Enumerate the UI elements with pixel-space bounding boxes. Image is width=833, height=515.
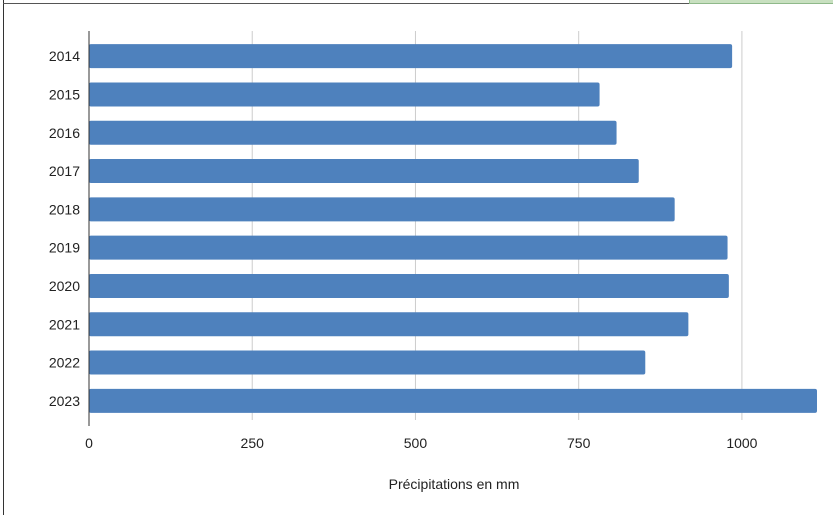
bar-2020 [89,273,729,298]
bar-2019 [89,235,728,260]
bar-2018 [89,197,675,222]
y-tick-label-2017: 2017 [49,163,80,179]
y-tick-label-2021: 2021 [49,316,80,332]
x-tick-label-750: 750 [567,435,591,451]
bars [89,44,817,413]
bar-2016 [89,120,617,145]
x-tick-label-0: 0 [85,435,93,451]
bar-2017 [89,159,639,184]
bar-2022 [89,350,646,375]
y-tick-label-2016: 2016 [49,125,80,141]
y-tick-label-2020: 2020 [49,278,80,294]
bar-2021 [89,312,689,337]
bar-2015 [89,82,600,107]
y-tick-label-2023: 2023 [49,393,80,409]
bar-2023 [89,388,817,413]
y-tick-label-2015: 2015 [49,86,80,102]
x-axis-title: Précipitations en mm [389,476,520,492]
tick-labels: 0 250 500 750 1000 2014 2015 2016 2017 2018 2019 20… [49,48,758,451]
y-tick-label-2019: 2019 [49,240,80,256]
bar-2014 [89,44,733,69]
top-right-tab [689,0,833,4]
frame-top-border [3,3,689,4]
y-tick-label-2022: 2022 [49,355,80,371]
frame-left-border [3,0,4,515]
x-tick-label-1000: 1000 [726,435,757,451]
x-tick-label-500: 500 [404,435,428,451]
y-tick-label-2014: 2014 [49,48,80,64]
x-tick-label-250: 250 [241,435,265,451]
y-tick-label-2018: 2018 [49,201,80,217]
